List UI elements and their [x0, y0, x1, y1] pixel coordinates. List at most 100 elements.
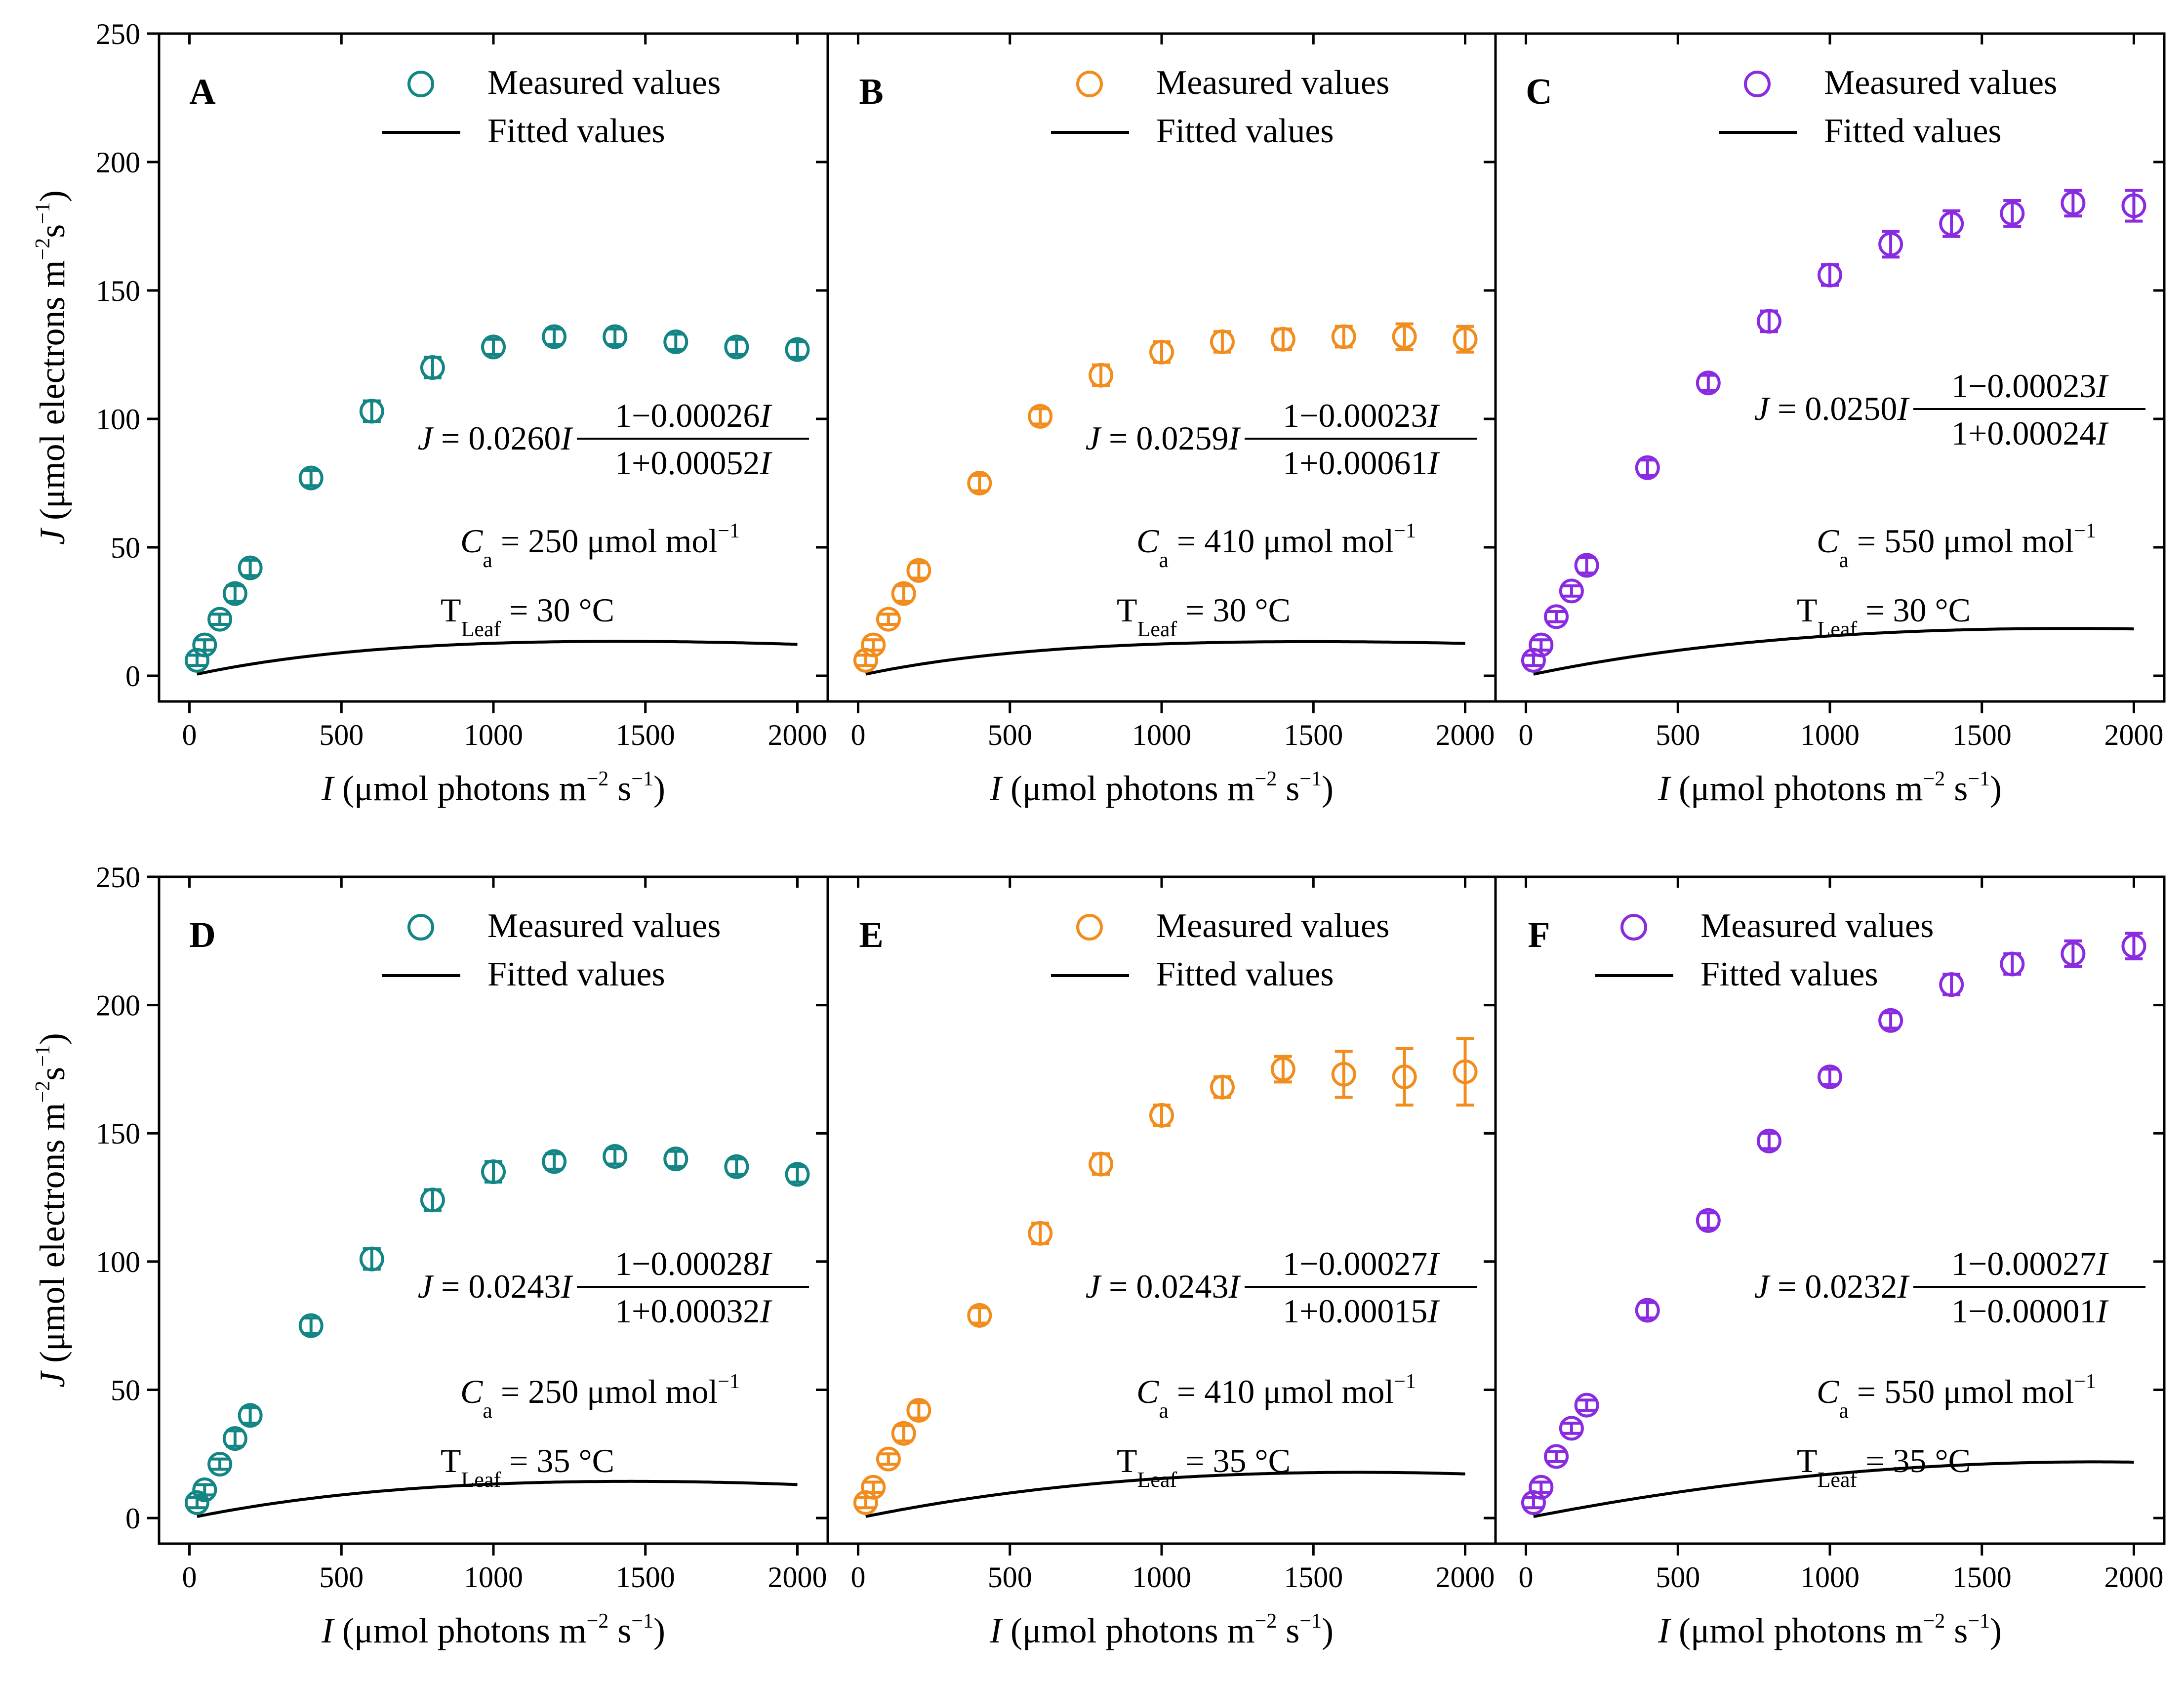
tleaf-condition: TLeaf = 35 °C	[1117, 1442, 1291, 1492]
measured-marker	[542, 324, 567, 349]
data-point	[1089, 363, 1114, 388]
measured-marker	[2000, 201, 2025, 226]
measured-marker	[1878, 232, 1903, 257]
x-tick-label: 2000	[768, 1561, 827, 1594]
ca-condition: Ca = 410 μmol mol−1	[1136, 1370, 1416, 1423]
legend-marker	[1076, 71, 1103, 97]
data-point	[785, 1162, 810, 1187]
data-point	[298, 1313, 324, 1338]
data-point	[1559, 578, 1584, 604]
equation-denominator: 1+0.00024I	[1951, 414, 2109, 452]
data-point	[906, 1398, 931, 1423]
data-point	[603, 324, 628, 349]
fitted-curve	[197, 640, 798, 676]
data-point	[2121, 189, 2146, 223]
data-point	[222, 581, 247, 606]
data-point	[876, 607, 901, 632]
x-axis-label: I (μmol photons m−2 s−1)	[989, 1610, 1334, 1650]
x-tick-label: 1000	[1800, 719, 1860, 751]
measured-marker	[967, 471, 992, 495]
x-tick-label: 1500	[1952, 1561, 2012, 1594]
equation-lhs: J = 0.0232I	[1754, 1268, 1910, 1305]
data-point	[1149, 339, 1174, 365]
data-point	[1574, 553, 1599, 578]
measured-marker	[1939, 211, 1964, 236]
measured-marker	[1331, 1062, 1356, 1087]
legend-label-measured: Measured values	[1156, 64, 1389, 102]
x-tick-label: 500	[319, 719, 364, 751]
measured-marker	[207, 1452, 233, 1477]
measured-marker	[1392, 324, 1417, 349]
measured-marker	[192, 632, 217, 657]
measured-marker	[1270, 327, 1295, 352]
equation-numerator: 1−0.00026I	[615, 397, 772, 434]
legend-marker	[407, 914, 434, 941]
x-tick-label: 1000	[464, 1561, 523, 1594]
measured-marker	[785, 1162, 810, 1187]
panel-f: 0 500 1000 1500 2000 I (μmol photons m−2 s−1)…	[1484, 875, 2166, 1650]
fitted-curve	[1533, 627, 2134, 676]
x-tick-label: 2000	[2104, 1561, 2163, 1594]
legend-label-measured: Measured values	[1700, 907, 1934, 945]
equation-lhs: J = 0.0260I	[418, 419, 574, 457]
data-point	[2121, 932, 2146, 961]
x-tick-label: 1000	[1132, 719, 1191, 751]
measured-marker	[1331, 324, 1356, 349]
measured-marker	[2061, 941, 2086, 966]
data-point	[1270, 327, 1295, 352]
data-point	[724, 334, 749, 360]
measured-marker	[1210, 1074, 1235, 1100]
legend-marker	[407, 71, 434, 97]
legend-label-measured: Measured values	[487, 907, 721, 945]
data-point	[1544, 1444, 1569, 1469]
data-point	[1939, 209, 1964, 238]
measured-marker	[1756, 309, 1781, 334]
x-tick-label: 2000	[2104, 719, 2163, 751]
data-point	[1453, 325, 1478, 354]
data-point	[298, 465, 324, 491]
ca-condition: Ca = 550 μmol mol−1	[1817, 1370, 2096, 1423]
panel-a: 0 50 100 150 200 250 0 500 1000 1500 2000 I (μmol p…	[32, 18, 829, 808]
legend-label-fitted: Fitted values	[1156, 955, 1334, 993]
legend-marker	[1076, 914, 1103, 941]
panel-c: 0 500 1000 1500 2000 I (μmol photons m−2 s−1)…	[1484, 32, 2166, 808]
x-tick-label: 0	[850, 1561, 865, 1594]
x-tick-label: 2000	[768, 719, 827, 751]
x-tick-label: 1500	[616, 1561, 675, 1594]
measured-marker	[238, 1403, 263, 1428]
legend-label-fitted: Fitted values	[1700, 955, 1878, 993]
x-tick-label: 0	[1519, 1561, 1534, 1594]
ca-condition: Ca = 250 μmol mol−1	[460, 520, 740, 572]
measured-marker	[420, 355, 445, 380]
measured-marker	[2121, 934, 2146, 959]
panel-e: 0 500 1000 1500 2000 I (μmol photons m−2 s−1)…	[816, 875, 1497, 1650]
measured-marker	[724, 334, 749, 360]
measured-marker	[1696, 370, 1721, 396]
tleaf-condition: TLeaf = 35 °C	[441, 1442, 614, 1492]
measured-marker	[1939, 972, 1964, 997]
measured-marker	[481, 334, 506, 360]
data-point	[192, 632, 217, 657]
data-point	[1331, 1050, 1356, 1099]
data-point	[876, 1446, 901, 1472]
tleaf-condition: TLeaf = 35 °C	[1797, 1442, 1971, 1492]
legend-label-measured: Measured values	[487, 64, 721, 102]
data-point	[207, 1452, 233, 1477]
data-point	[1635, 1298, 1660, 1323]
measured-marker	[192, 1477, 217, 1502]
legend-label-fitted: Fitted values	[487, 955, 665, 993]
measured-marker	[861, 1475, 886, 1500]
measured-marker	[420, 1188, 445, 1213]
data-point	[1210, 329, 1235, 354]
data-point	[1878, 1008, 1903, 1033]
data-point	[603, 1144, 628, 1169]
measured-marker	[207, 607, 233, 632]
y-tick-label: 0	[125, 660, 140, 693]
data-point	[2061, 189, 2086, 218]
data-point	[1574, 1393, 1599, 1418]
measured-marker	[906, 1398, 931, 1423]
x-axis-label: I (μmol photons m−2 s−1)	[321, 1610, 665, 1650]
measured-marker	[1544, 604, 1569, 629]
equation-lhs: J = 0.0250I	[1754, 390, 1910, 427]
data-point	[1818, 1065, 1842, 1089]
